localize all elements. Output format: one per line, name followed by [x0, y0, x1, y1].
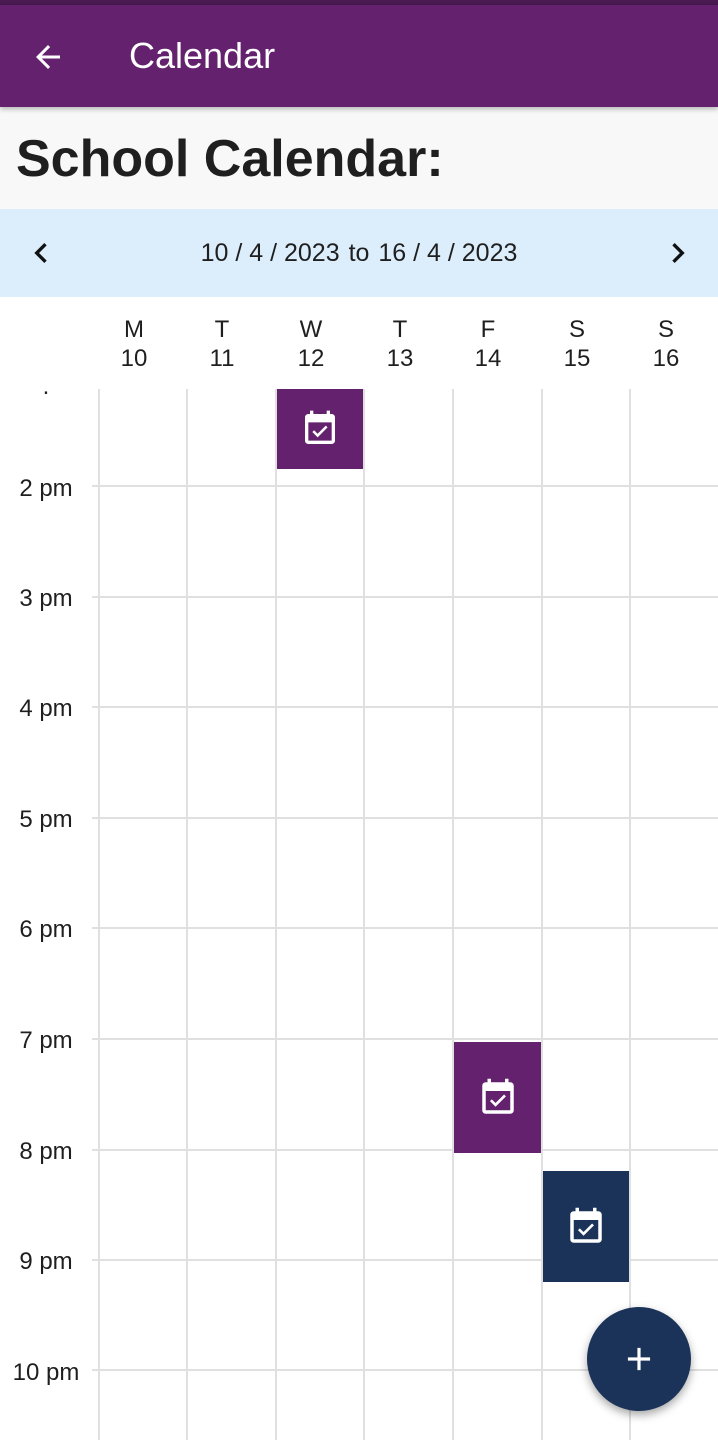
add-event-button[interactable]	[587, 1307, 691, 1411]
day-date: 16	[652, 345, 680, 372]
grid-hour-line	[0, 1038, 718, 1040]
back-button[interactable]	[22, 31, 74, 83]
app-bar: Calendar	[0, 5, 718, 107]
grid-column-line	[98, 389, 100, 1440]
grid-column-line	[541, 389, 543, 1440]
day-header-thu[interactable]: T 13	[356, 315, 444, 373]
day-header-sat[interactable]: S 15	[533, 315, 621, 373]
grid-hour-line	[0, 1369, 718, 1371]
day-letter: S	[657, 316, 674, 343]
day-date: 15	[563, 345, 591, 372]
day-letter: F	[480, 316, 496, 343]
grid-column-line	[363, 389, 365, 1440]
next-week-button[interactable]	[656, 231, 700, 275]
event-block-friday[interactable]	[454, 1042, 541, 1153]
week-start: 10 / 4 / 2023	[200, 239, 340, 267]
day-letter: W	[299, 316, 323, 343]
grid-hour-line	[0, 817, 718, 819]
day-date: 11	[209, 345, 235, 372]
day-letter: T	[214, 316, 230, 343]
grid-hour-line	[0, 485, 718, 487]
day-date: 14	[474, 345, 502, 372]
day-header-wed[interactable]: W 12	[267, 315, 355, 373]
page-title: School Calendar:	[16, 130, 444, 188]
event-block-saturday[interactable]	[543, 1171, 629, 1282]
day-letter: S	[568, 316, 585, 343]
chevron-right-icon	[672, 243, 685, 263]
day-date: 12	[297, 345, 325, 372]
day-header-row: M 10 T 11 W 12 T 13 F 14 S 15 S 16	[0, 297, 718, 389]
week-range: 10 / 4 / 2023 to 16 / 4 / 2023	[0, 237, 718, 269]
grid-hour-line	[0, 596, 718, 598]
week-grid[interactable]: . 2 pm 3 pm 4 pm 5 pm 6 pm 7 pm 8 pm 9 p…	[0, 389, 718, 1440]
day-date: 10	[120, 345, 148, 372]
day-header-fri[interactable]: F 14	[444, 315, 532, 373]
hour-label-clipped: .	[0, 389, 92, 401]
day-header-mon[interactable]: M 10	[90, 315, 178, 373]
hour-label: 6 pm	[0, 916, 92, 944]
hour-label: 9 pm	[0, 1248, 92, 1276]
day-letter: M	[124, 316, 144, 343]
grid-hour-line	[0, 927, 718, 929]
hour-label: 7 pm	[0, 1027, 92, 1055]
event-available-icon	[305, 410, 335, 444]
hour-label: 8 pm	[0, 1138, 92, 1166]
chevron-left-icon	[34, 243, 47, 263]
day-date: 13	[386, 345, 414, 372]
event-block-wednesday[interactable]	[277, 389, 363, 469]
heading-area: School Calendar:	[0, 107, 718, 209]
week-range-separator: to	[348, 239, 370, 267]
status-strip	[0, 0, 718, 5]
app-title: Calendar	[129, 35, 276, 76]
event-available-icon	[481, 1078, 514, 1114]
hour-label: 3 pm	[0, 585, 92, 613]
hour-label: 4 pm	[0, 695, 92, 723]
plus-icon	[627, 1347, 651, 1371]
hour-label: 5 pm	[0, 806, 92, 834]
grid-column-line	[186, 389, 188, 1440]
hour-label: 10 pm	[0, 1359, 92, 1387]
week-end: 16 / 4 / 2023	[378, 239, 518, 267]
previous-week-button[interactable]	[19, 231, 63, 275]
day-header-tue[interactable]: T 11	[178, 315, 266, 373]
grid-column-line	[275, 389, 277, 1440]
grid-column-line	[629, 389, 631, 1440]
hour-label: 2 pm	[0, 475, 92, 503]
grid-column-line	[452, 389, 454, 1440]
event-available-icon	[570, 1207, 602, 1243]
day-header-sun[interactable]: S 16	[622, 315, 710, 373]
arrow-left-icon	[36, 45, 60, 69]
grid-hour-line	[0, 706, 718, 708]
grid-hour-line	[0, 1259, 718, 1261]
week-navigator: 10 / 4 / 2023 to 16 / 4 / 2023	[0, 209, 718, 297]
grid-hour-line	[0, 1149, 718, 1151]
day-letter: T	[392, 316, 408, 343]
